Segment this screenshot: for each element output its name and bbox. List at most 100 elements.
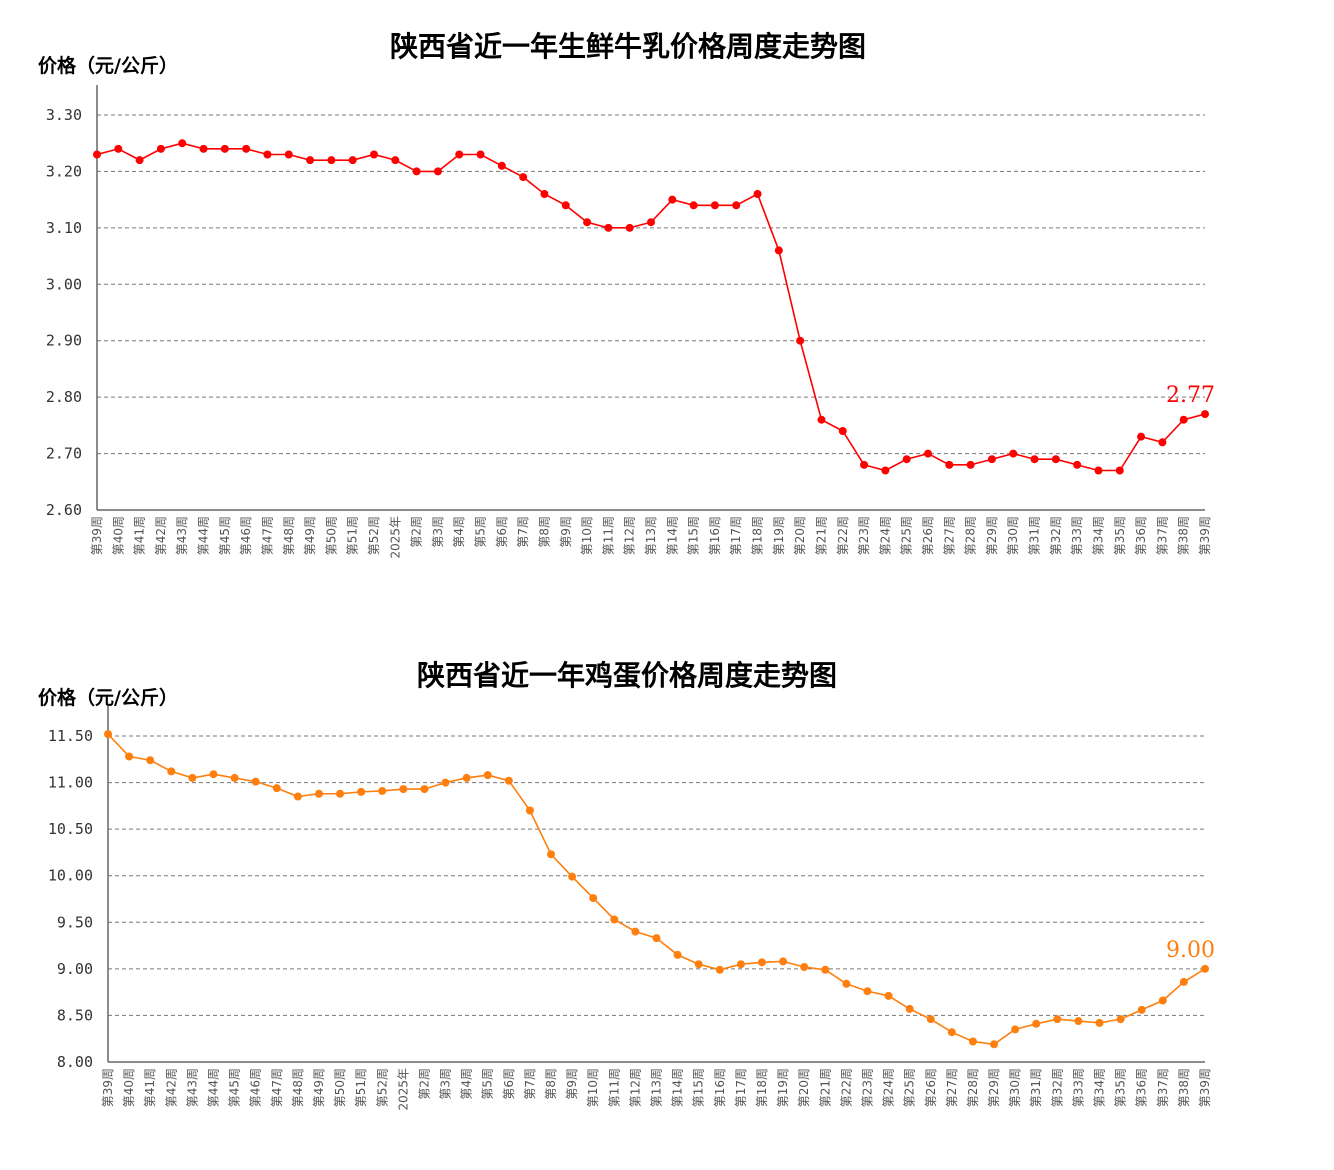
data-point bbox=[736, 960, 745, 969]
x-tick-label: 第17周 bbox=[729, 516, 743, 555]
data-point bbox=[1095, 1018, 1104, 1027]
x-tick-label: 第12周 bbox=[623, 516, 637, 555]
x-tick-label: 第11周 bbox=[601, 516, 615, 555]
data-point bbox=[135, 156, 144, 165]
y-tick-label: 3.20 bbox=[46, 162, 82, 180]
x-tick-label: 第28周 bbox=[964, 516, 978, 555]
data-point bbox=[863, 987, 872, 996]
data-point bbox=[625, 223, 634, 232]
end-value-label: 9.00 bbox=[1166, 938, 1215, 963]
x-tick-label: 第22周 bbox=[836, 516, 850, 555]
x-tick-label: 第41周 bbox=[133, 516, 147, 555]
x-tick-label: 第42周 bbox=[164, 1068, 178, 1107]
x-tick-label: 第50周 bbox=[324, 516, 338, 555]
data-point bbox=[348, 156, 357, 165]
x-tick-label: 第19周 bbox=[776, 1068, 790, 1107]
x-tick-label: 第47周 bbox=[260, 516, 274, 555]
data-point bbox=[1009, 449, 1018, 458]
data-point bbox=[188, 773, 197, 782]
x-tick-label: 第7周 bbox=[523, 1068, 537, 1100]
data-point bbox=[167, 767, 176, 776]
data-point bbox=[990, 1040, 999, 1049]
data-point bbox=[1158, 438, 1167, 447]
x-tick-label: 第32周 bbox=[1049, 516, 1063, 555]
data-point bbox=[441, 778, 450, 787]
x-tick-label: 第37周 bbox=[1156, 1068, 1170, 1107]
x-tick-label: 第20周 bbox=[797, 1068, 811, 1107]
x-tick-label: 第15周 bbox=[692, 1068, 706, 1107]
y-tick-label: 8.50 bbox=[57, 1006, 93, 1024]
data-point bbox=[462, 773, 471, 782]
data-point bbox=[104, 730, 112, 739]
x-tick-label: 第9周 bbox=[559, 516, 573, 548]
data-point bbox=[610, 915, 619, 924]
data-point bbox=[357, 787, 366, 796]
x-tick-label: 第52周 bbox=[367, 516, 381, 555]
data-point bbox=[905, 1004, 914, 1013]
x-tick-label: 第23周 bbox=[857, 516, 871, 555]
data-point bbox=[1201, 964, 1209, 973]
data-point bbox=[1032, 1019, 1041, 1028]
x-tick-label: 第32周 bbox=[1050, 1068, 1064, 1107]
data-point bbox=[327, 156, 336, 165]
y-tick-label: 2.90 bbox=[46, 332, 82, 350]
data-point bbox=[242, 144, 251, 153]
x-tick-label: 第44周 bbox=[206, 1068, 220, 1107]
data-point bbox=[947, 1028, 956, 1037]
data-point bbox=[817, 415, 826, 424]
data-point bbox=[263, 150, 272, 159]
x-tick-label: 第49周 bbox=[312, 1068, 326, 1107]
data-point bbox=[199, 144, 208, 153]
x-tick-label: 第14周 bbox=[665, 516, 679, 555]
y-tick-label: 2.80 bbox=[46, 388, 82, 406]
data-point bbox=[779, 957, 788, 966]
data-point bbox=[251, 777, 260, 786]
x-tick-label: 第20周 bbox=[793, 516, 807, 555]
data-point bbox=[314, 789, 323, 798]
x-tick-label: 第15周 bbox=[687, 516, 701, 555]
data-point bbox=[673, 950, 682, 959]
x-tick-label: 第5周 bbox=[474, 516, 488, 548]
data-point bbox=[561, 201, 570, 210]
data-point bbox=[884, 991, 893, 1000]
data-point bbox=[1030, 455, 1039, 464]
x-tick-label: 第17周 bbox=[734, 1068, 748, 1107]
x-tick-label: 第2周 bbox=[417, 1068, 431, 1100]
x-tick-label: 第45周 bbox=[218, 516, 232, 555]
x-tick-label: 第40周 bbox=[122, 1068, 136, 1107]
data-point bbox=[715, 965, 724, 974]
x-tick-label: 第13周 bbox=[644, 516, 658, 555]
data-point bbox=[433, 167, 442, 176]
x-tick-label: 第18周 bbox=[751, 516, 765, 555]
data-point bbox=[336, 789, 345, 798]
x-tick-label: 第27周 bbox=[945, 1068, 959, 1107]
x-tick-label: 第52周 bbox=[375, 1068, 389, 1107]
x-tick-label: 第44周 bbox=[197, 516, 211, 555]
data-point bbox=[1094, 466, 1103, 475]
series-line-milk bbox=[96, 142, 1206, 472]
data-point bbox=[652, 934, 661, 943]
x-tick-label: 第8周 bbox=[537, 516, 551, 548]
data-point bbox=[987, 455, 996, 464]
y-tick-label: 8.00 bbox=[57, 1053, 93, 1071]
data-point bbox=[93, 150, 101, 159]
data-point bbox=[420, 785, 429, 794]
data-point bbox=[1137, 1005, 1146, 1014]
x-tick-label: 第30周 bbox=[1008, 1068, 1022, 1107]
data-point bbox=[966, 460, 975, 469]
x-tick-label: 第41周 bbox=[143, 1068, 157, 1107]
y-tick-label: 11.00 bbox=[48, 774, 93, 792]
x-tick-label: 第29周 bbox=[987, 1068, 1001, 1107]
x-tick-label: 第21周 bbox=[814, 516, 828, 555]
plot-egg: 11.50 11.00 10.50 10.00 9.50 9.00 8.50 8.00 第39周… bbox=[48, 706, 1215, 1111]
x-tick-label: 第38周 bbox=[1177, 1068, 1191, 1107]
data-point bbox=[694, 960, 703, 969]
x-tick-label: 第7周 bbox=[516, 516, 530, 548]
x-tick-label: 第35周 bbox=[1114, 1068, 1128, 1107]
y-axis-label-milk: 价格（元/公斤） bbox=[38, 54, 178, 77]
x-tick-label: 第31周 bbox=[1028, 516, 1042, 555]
data-point bbox=[881, 466, 890, 475]
x-tick-label: 第26周 bbox=[921, 516, 935, 555]
x-tick-label: 第49周 bbox=[303, 516, 317, 555]
x-tick-label: 第34周 bbox=[1091, 516, 1105, 555]
